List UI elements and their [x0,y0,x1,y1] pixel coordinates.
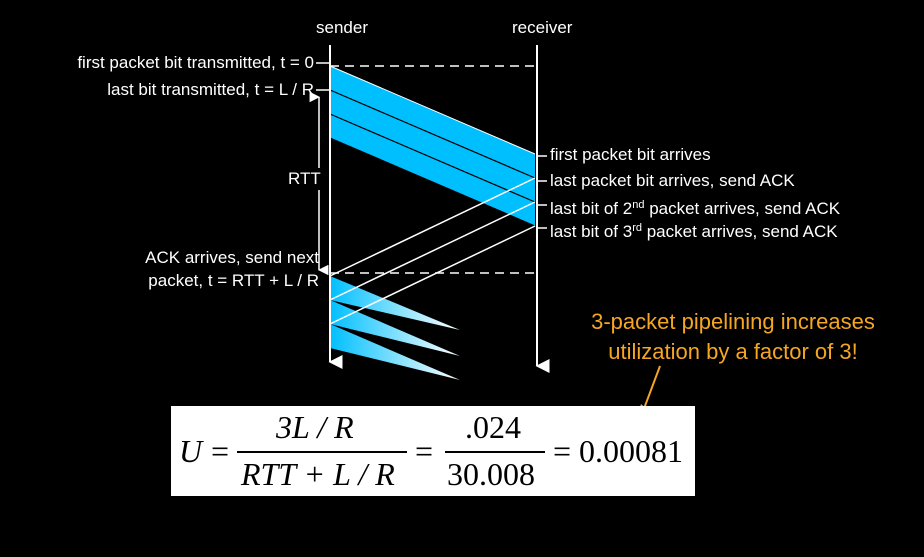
packet-band-1 [330,66,535,178]
pipelining-note-line1: 3-packet pipelining increases [591,309,875,334]
next-packet-3 [330,324,460,380]
next-packet-2 [330,300,460,356]
pipelining-note-line2: utilization by a factor of 3! [608,339,858,364]
label-third-packet-arrives: last bit of 3rd packet arrives, send ACK [550,218,838,242]
formula-result: = 0.00081 [553,433,684,469]
utilization-formula: U = 3L / R RTT + L / R = .024 30.008 = 0… [171,406,695,496]
packet-separator-1 [329,89,536,179]
formula-numerator-2: .024 [465,409,521,445]
packet-separator-2 [329,113,536,203]
label-last-bit-transmitted: last bit transmitted, t = L / R [107,80,314,99]
next-packet-1 [330,276,460,330]
formula-lhs: U [179,433,203,469]
third-pre: last bit of 3 [550,222,633,241]
ack-line-3 [329,225,536,325]
packet-separator-3 [329,137,536,227]
third-post: packet arrives, send ACK [642,222,838,241]
label-last-bit-arrives: last packet bit arrives, send ACK [550,171,795,190]
packet-edge-top [329,65,536,155]
label-first-bit-transmitted: first packet bit transmitted, t = 0 [77,53,314,72]
packet-band-3 [330,114,535,226]
formula-eq1: = [211,433,230,469]
packet-band-2 [330,90,535,202]
ack-line-1 [329,177,536,277]
second-post: packet arrives, send ACK [644,199,841,218]
label-ack-arrives-time: packet, t = RTT + L / R [148,271,319,290]
formula-fraction-bar-1 [237,451,407,453]
formula-denominator-2: 30.008 [447,456,535,492]
ack-line-2 [329,201,536,301]
label-first-bit-arrives: first packet bit arrives [550,145,711,164]
receiver-header: receiver [512,18,573,37]
sender-header: sender [316,18,368,37]
label-rtt: RTT [288,169,321,188]
second-pre: last bit of 2 [550,199,633,218]
formula-denominator-1: RTT + L / R [241,456,395,492]
label-ack-arrives: ACK arrives, send next [145,248,319,267]
formula-numerator-1: 3L / R [276,409,354,445]
second-sup: nd [632,199,645,211]
formula-fraction-bar-2 [445,451,545,453]
third-sup: rd [632,222,642,234]
formula-eq2: = [415,433,434,469]
label-second-packet-arrives: last bit of 2nd packet arrives, send ACK [550,195,840,219]
